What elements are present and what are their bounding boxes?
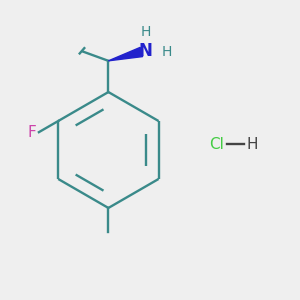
Text: F: F bbox=[28, 125, 37, 140]
Text: N: N bbox=[138, 41, 152, 59]
Text: H: H bbox=[140, 25, 151, 39]
Text: Cl: Cl bbox=[209, 136, 224, 152]
Text: H: H bbox=[161, 45, 172, 59]
Text: H: H bbox=[247, 136, 258, 152]
Polygon shape bbox=[108, 47, 142, 61]
